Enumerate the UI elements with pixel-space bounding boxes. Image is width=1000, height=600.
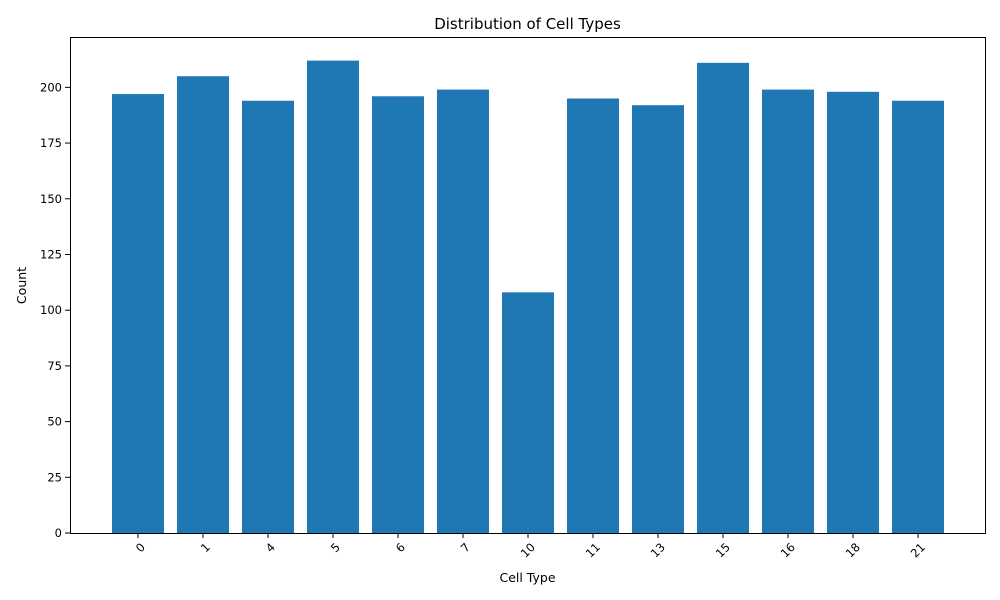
bar-0 xyxy=(112,94,164,533)
y-axis-label: Count xyxy=(14,267,29,304)
x-tick-label: 18 xyxy=(843,540,863,560)
bar-11 xyxy=(567,98,619,533)
bar-18 xyxy=(827,91,879,533)
x-tick-label: 0 xyxy=(133,540,148,555)
x-tick-label: 13 xyxy=(648,540,668,560)
y-tick-label: 150 xyxy=(40,192,62,206)
x-tick-label: 4 xyxy=(263,540,278,555)
bar-6 xyxy=(372,96,424,533)
y-axis: 0 25 50 75 100 125 150 175 200 xyxy=(40,80,70,540)
y-tick-label: 200 xyxy=(40,80,62,94)
x-tick-label: 1 xyxy=(198,540,213,555)
bar-5 xyxy=(307,60,359,533)
y-tick-label: 50 xyxy=(47,415,62,429)
bar-15 xyxy=(697,62,749,533)
y-tick-label: 125 xyxy=(40,247,62,261)
x-axis: 0 1 4 5 6 7 10 11 13 15 16 18 21 xyxy=(133,533,928,560)
y-tick-label: 100 xyxy=(40,303,62,317)
x-tick-label: 5 xyxy=(328,540,343,555)
x-tick-label: 15 xyxy=(713,540,733,560)
bar-16 xyxy=(762,89,814,533)
x-tick-label: 10 xyxy=(518,540,538,560)
y-tick-label: 0 xyxy=(55,526,62,540)
x-axis-label: Cell Type xyxy=(499,570,555,585)
bar-7 xyxy=(437,89,489,533)
x-tick-label: 11 xyxy=(583,540,603,560)
bar-4 xyxy=(242,100,294,533)
bar-1 xyxy=(177,76,229,534)
bar-10 xyxy=(502,292,554,533)
bar-13 xyxy=(632,105,684,533)
bar-21 xyxy=(892,100,944,533)
x-tick-label: 21 xyxy=(908,540,928,560)
bar-series xyxy=(112,60,944,534)
x-tick-label: 7 xyxy=(458,540,473,555)
x-tick-label: 16 xyxy=(778,540,798,560)
chart-title: Distribution of Cell Types xyxy=(434,15,621,33)
y-tick-label: 25 xyxy=(47,470,62,484)
y-tick-label: 175 xyxy=(40,136,62,150)
y-tick-label: 75 xyxy=(47,359,62,373)
x-tick-label: 6 xyxy=(393,540,408,555)
